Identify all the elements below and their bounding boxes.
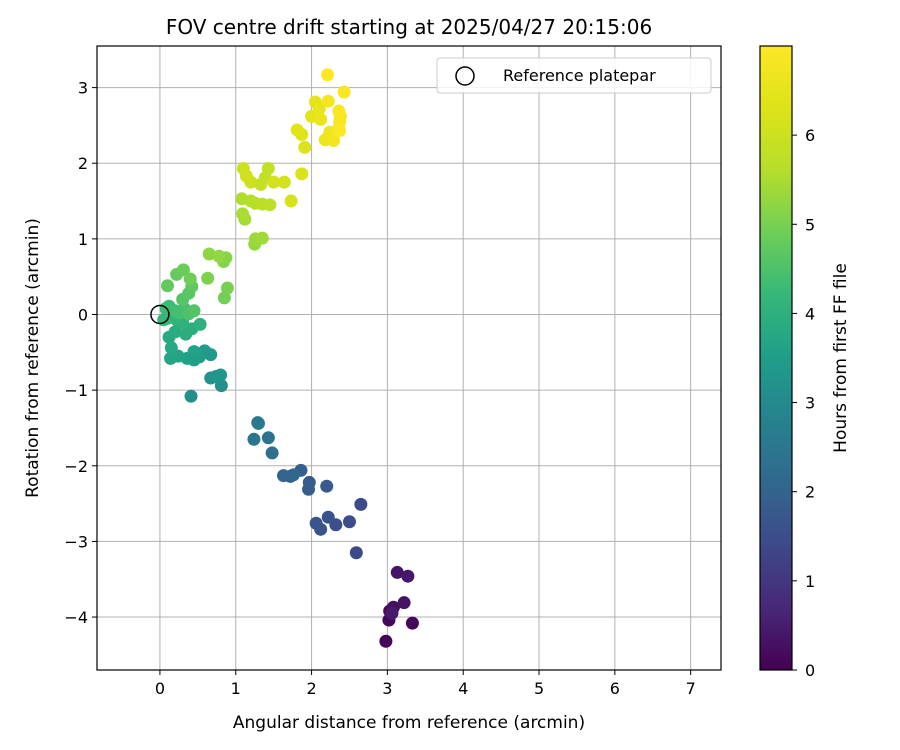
data-point xyxy=(401,569,415,583)
colorbar-tick-label: 0 xyxy=(805,661,815,680)
y-tick-label: 0 xyxy=(78,306,88,325)
data-point xyxy=(267,175,281,189)
colorbar-tick-label: 6 xyxy=(805,126,815,145)
x-tick-label: 7 xyxy=(686,679,696,698)
legend: Reference platepar xyxy=(436,57,712,94)
data-point xyxy=(263,198,277,212)
data-point xyxy=(332,104,346,118)
data-point xyxy=(333,124,347,138)
data-point xyxy=(312,102,326,116)
axis-ticks: 0 1 2 3 4 5 6 7 3 2 1 0 −1 −2 −3 −4 xyxy=(64,79,695,698)
data-point xyxy=(261,162,275,176)
data-point xyxy=(247,432,261,446)
y-tick-label: 3 xyxy=(78,79,88,98)
y-axis-label: Rotation from reference (arcmin) xyxy=(23,218,43,498)
data-point xyxy=(277,175,291,189)
data-point xyxy=(220,281,234,295)
data-point xyxy=(309,516,323,530)
data-point xyxy=(298,140,312,154)
data-point xyxy=(405,616,419,630)
data-point xyxy=(314,112,328,126)
data-point xyxy=(320,479,334,493)
x-tick-label: 5 xyxy=(534,679,544,698)
legend-label: Reference platepar xyxy=(503,66,656,85)
data-point xyxy=(168,325,182,339)
data-point xyxy=(390,565,404,579)
colorbar: 0 1 2 3 4 5 6 Hours from first FF file xyxy=(759,45,851,680)
data-point xyxy=(193,317,207,331)
data-point xyxy=(327,134,341,148)
colorbar-ticks: 0 1 2 3 4 5 6 xyxy=(792,126,815,680)
data-point xyxy=(201,271,215,285)
data-point xyxy=(321,510,335,524)
data-point xyxy=(286,468,300,482)
y-tick-label: −1 xyxy=(64,381,88,400)
data-point xyxy=(290,123,304,137)
x-tick-label: 1 xyxy=(231,679,241,698)
data-point xyxy=(202,247,216,261)
data-point xyxy=(254,177,268,191)
chart-title: FOV centre drift starting at 2025/04/27 … xyxy=(166,15,652,39)
data-point xyxy=(295,167,309,181)
colorbar-tick-label: 2 xyxy=(805,483,815,502)
data-point xyxy=(176,263,190,277)
data-point xyxy=(184,389,198,403)
data-point xyxy=(251,416,265,430)
data-point xyxy=(164,351,178,365)
data-point xyxy=(214,368,228,382)
data-point xyxy=(320,68,334,82)
x-tick-label: 3 xyxy=(382,679,392,698)
colorbar-gradient xyxy=(759,45,793,671)
data-point xyxy=(277,469,291,483)
data-point xyxy=(239,169,253,183)
data-point xyxy=(217,291,231,305)
colorbar-label: Hours from first FF file xyxy=(831,263,851,453)
colorbar-tick-label: 3 xyxy=(805,394,815,413)
data-point xyxy=(255,231,269,245)
data-point xyxy=(354,497,368,511)
colorbar-tick-label: 4 xyxy=(805,304,815,323)
x-axis-label: Angular distance from reference (arcmin) xyxy=(233,713,585,733)
data-point xyxy=(349,546,363,560)
legend-marker xyxy=(455,66,475,86)
data-point xyxy=(302,482,316,496)
data-point xyxy=(261,431,275,445)
data-point xyxy=(379,634,393,648)
legend-box xyxy=(436,57,712,94)
y-tick-label: 1 xyxy=(78,230,88,249)
x-tick-label: 6 xyxy=(610,679,620,698)
x-tick-label: 0 xyxy=(155,679,165,698)
data-point xyxy=(265,446,279,460)
data-point xyxy=(212,249,226,263)
data-point xyxy=(337,85,351,99)
data-point xyxy=(187,345,201,359)
colorbar-tick-label: 1 xyxy=(805,572,815,591)
data-point xyxy=(321,94,335,108)
data-point xyxy=(284,194,298,208)
y-tick-label: 2 xyxy=(78,154,88,173)
data-point xyxy=(236,207,250,221)
data-point xyxy=(342,515,356,529)
data-points xyxy=(157,68,419,648)
data-point xyxy=(385,606,399,620)
x-tick-label: 4 xyxy=(458,679,468,698)
plot-frame xyxy=(96,45,722,671)
reference-platepar-marker xyxy=(150,304,170,325)
data-point xyxy=(164,341,178,355)
data-point xyxy=(161,279,175,293)
y-tick-label: −3 xyxy=(64,532,88,551)
y-tick-label: −4 xyxy=(64,608,88,627)
data-point xyxy=(183,272,197,286)
y-tick-label: −2 xyxy=(64,457,88,476)
data-point xyxy=(397,596,411,610)
x-tick-label: 2 xyxy=(306,679,316,698)
grid-lines xyxy=(97,46,721,670)
colorbar-tick-label: 5 xyxy=(805,215,815,234)
data-point xyxy=(187,304,201,318)
